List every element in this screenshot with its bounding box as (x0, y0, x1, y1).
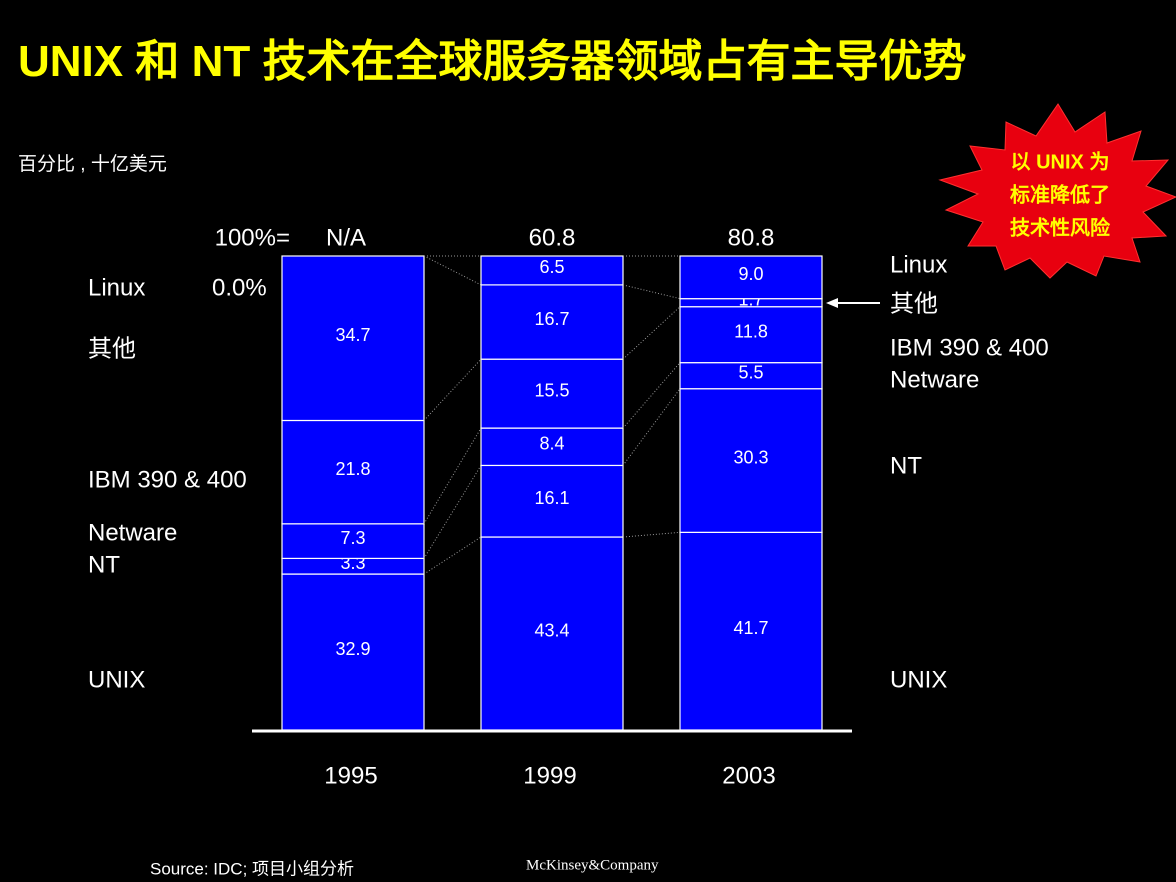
legend-label: Linux (88, 274, 145, 301)
legend-label: UNIX (88, 666, 145, 693)
legend-label: IBM 390 & 400 (890, 334, 1049, 361)
value-label: 21.8 (335, 459, 370, 479)
value-label: 34.7 (335, 325, 370, 345)
legend-label: 其他 (88, 335, 136, 362)
x-tick-label: 2003 (722, 762, 775, 789)
bar-segment (679, 362, 823, 390)
slide-title: UNIX 和 NT 技术在全球服务器领域占有主导优势 (18, 37, 967, 86)
legend-label: IBM 390 & 400 (88, 466, 247, 493)
value-label: 43.4 (534, 620, 569, 640)
connector (622, 306, 681, 360)
value-label: 8.4 (539, 434, 564, 454)
value-label: 16.1 (534, 488, 569, 508)
value-label: 6.5 (539, 257, 564, 277)
callout-text: 标准降低了 (1010, 182, 1110, 206)
value-label: 11.8 (734, 321, 768, 341)
connector (423, 465, 482, 559)
value-label: 5.5 (738, 362, 763, 382)
value-label: 16.7 (534, 309, 569, 329)
value-label: 30.3 (733, 447, 768, 467)
value-label: 9.0 (738, 264, 763, 284)
source: Source: IDC; 项目小组分析 (150, 859, 354, 878)
value-label: 41.7 (733, 618, 768, 638)
value-label: 7.3 (340, 528, 365, 548)
connector (622, 531, 681, 538)
total-label: N/A (326, 224, 366, 251)
legend-label: NT (890, 452, 922, 479)
arrow-head (826, 298, 838, 308)
connector (622, 284, 681, 300)
connector (423, 536, 482, 575)
value-label: 15.5 (534, 380, 569, 400)
x-tick-label: 1995 (324, 762, 377, 789)
bar-segment (679, 306, 823, 364)
callout-star (938, 103, 1176, 279)
connector (423, 427, 482, 525)
x-tick-label: 1999 (523, 762, 576, 789)
legend-label: UNIX (890, 666, 947, 693)
bar-segment (679, 531, 823, 731)
connector (622, 388, 681, 466)
callout-text: 以 UNIX 为 (1011, 150, 1110, 173)
subtitle: 百分比 , 十亿美元 (18, 153, 167, 175)
bar-segment (480, 427, 624, 467)
bar-segment (679, 255, 823, 300)
legend-label: Netware (890, 366, 979, 393)
legend-label: Netware (88, 519, 177, 546)
bar-segment (281, 255, 425, 422)
bar-segment (480, 358, 624, 429)
value-label: 0.0% (212, 274, 267, 301)
legend-label: 其他 (890, 290, 938, 317)
bar-segment (679, 388, 823, 533)
legend-label: Linux (890, 251, 947, 278)
bar-segment (480, 536, 624, 731)
bar-segment (480, 284, 624, 360)
value-label: 32.9 (335, 639, 370, 659)
callout-text: 技术性风险 (1010, 215, 1111, 239)
connector (423, 255, 482, 286)
totals-label: 100%= (215, 224, 290, 251)
footer: McKinsey&Company (526, 857, 659, 873)
bar-segment (480, 255, 624, 286)
connector (423, 358, 482, 421)
total-label: 80.8 (728, 224, 775, 251)
legend-label: NT (88, 551, 120, 578)
connector (622, 362, 681, 429)
total-label: 60.8 (529, 224, 576, 251)
